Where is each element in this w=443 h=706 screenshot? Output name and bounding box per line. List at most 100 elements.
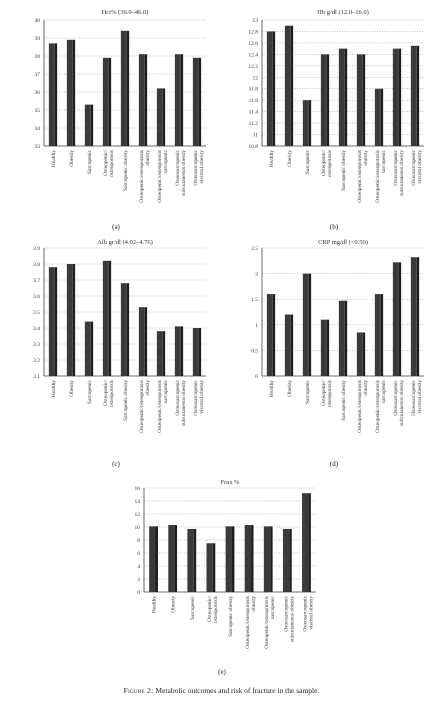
y-tick-label: 2	[255, 272, 258, 278]
bar-shade	[344, 300, 348, 376]
bar-shade	[72, 39, 76, 146]
bar	[284, 25, 291, 146]
panel-c: Alb gr/dl (4.02–4.76) 3.1 3.2 3.3 3.4 3.5 3.6 3…	[14, 236, 214, 458]
bar	[120, 30, 127, 146]
x-tick-label: Osteosarcopenicsubcutaneous obesity	[393, 379, 405, 426]
bar-shade	[193, 528, 197, 592]
bar-shade	[398, 262, 402, 376]
x-tick-label: Osteosarcopenicsubcutaneous obesity	[175, 149, 187, 196]
bar-shade	[126, 30, 130, 146]
x-tick-label: Osteosarcopenicsubcutaneous obesity	[175, 379, 187, 426]
y-tick-label: 3.1	[33, 374, 40, 380]
bar-shade	[180, 54, 184, 147]
y-tick-label: 40	[35, 18, 41, 24]
bar	[156, 331, 163, 376]
y-tick-label: 33	[35, 144, 41, 150]
y-tick-label: 39	[35, 36, 41, 42]
y-tick-label: 3.8	[33, 262, 40, 268]
x-tick-label: Osteosarcopenicsubcutaneous obesity	[393, 149, 405, 196]
x-tick-label: Osteopenic/osteoporosis	[103, 150, 115, 177]
bar-shade	[344, 48, 348, 146]
x-tick-label: Osteopenic/osteoporosissarcopenic	[375, 379, 387, 432]
bar-shade	[162, 88, 166, 146]
bar	[356, 54, 363, 147]
panel-label-d: (d)	[329, 460, 339, 468]
bar	[225, 526, 232, 592]
bar	[320, 319, 327, 376]
y-tick-label: 12.2	[248, 64, 258, 70]
bar	[302, 100, 309, 146]
bar-shade	[155, 526, 158, 592]
bar-shade	[326, 319, 330, 376]
bar-shade	[108, 260, 112, 376]
figure-caption: Figure 2: Metabolic outcomes and risk of…	[0, 686, 443, 695]
y-tick-label: 16	[135, 486, 141, 492]
bar	[374, 88, 381, 146]
y-tick-label: 13	[253, 18, 259, 24]
bar	[84, 104, 91, 146]
bar-shade	[289, 528, 292, 592]
y-tick-label: 3.5	[33, 310, 40, 316]
bar-shade	[174, 525, 178, 592]
x-tick-label: Sarcopenic	[305, 379, 311, 404]
y-tick-label: 11.8	[249, 87, 259, 93]
bar-shade	[198, 57, 202, 146]
x-tick-label: Sarcopenic obesity	[341, 380, 347, 421]
bar	[282, 528, 290, 592]
bar	[48, 267, 55, 376]
chart-title: Alb gr/dl (4.02–4.76)	[97, 239, 153, 246]
x-tick-label: Obesity	[69, 380, 75, 397]
bar-shade	[270, 526, 273, 592]
bar	[356, 332, 363, 376]
x-tick-label: Obesity	[69, 150, 75, 167]
x-tick-label: Osteopenic/osteoporosissarcopenic	[375, 149, 387, 202]
bar-shade	[362, 54, 366, 147]
x-tick-label: Healthy	[51, 380, 57, 397]
bar	[174, 326, 181, 376]
panel-label-e: (e)	[218, 668, 226, 676]
y-tick-label: 12.8	[248, 29, 258, 35]
bar	[66, 264, 73, 376]
bar	[206, 543, 213, 592]
bar	[48, 43, 55, 146]
bar	[392, 48, 399, 146]
y-tick-label: 11.4	[249, 110, 259, 116]
x-tick-label: Sarcopenic	[87, 149, 93, 174]
bar-shade	[54, 267, 58, 376]
bar-shade	[308, 100, 312, 146]
bar	[138, 54, 145, 147]
y-tick-label: 0.5	[251, 348, 258, 354]
bar	[266, 31, 273, 147]
x-tick-label: Osteopenic/osteoporosis	[207, 596, 219, 623]
chart-crp: CRP mg/dl (<0.50) 0 0.5 1 1.5 2 2.5 Healthy Obes…	[251, 239, 424, 433]
figure-caption-text: Metabolic outcomes and risk of fracture …	[155, 686, 320, 695]
bar	[187, 528, 194, 592]
x-tick-label: Healthy	[51, 150, 57, 167]
y-tick-label: 12.6	[248, 41, 258, 47]
chart-title: Hct% (36.0–46.0)	[102, 9, 149, 16]
bar-shade	[126, 283, 130, 376]
x-tick-label: Obesity	[287, 380, 293, 397]
bar-shade	[54, 43, 58, 146]
bar	[102, 57, 109, 146]
y-tick-label: 3.2	[33, 358, 40, 364]
x-tick-label: Sarcopenic	[87, 379, 93, 404]
y-tick-label: 3.6	[33, 294, 40, 300]
bar	[320, 54, 327, 147]
x-tick-label: Sarcopenic obesity	[123, 150, 129, 191]
panel-e: Frax % 0 2 4 6 8 10 12 14 16 Healthy Obesity Sarcope…	[114, 476, 324, 666]
x-tick-label: Osteosarcopenicvisceral obesity	[411, 149, 423, 185]
bar	[392, 262, 399, 376]
y-tick-label: 11	[253, 133, 259, 139]
y-tick-label: 10	[135, 525, 141, 531]
x-tick-label: Osteosarcopenicsubcutaneous obesity	[283, 595, 295, 642]
x-tick-label: Osteopenic/osteoporosis	[321, 150, 333, 177]
bar	[168, 525, 175, 592]
bar-shade	[198, 328, 202, 376]
x-tick-label: Sarcopenic obesity	[228, 596, 234, 637]
bar-shade	[212, 543, 216, 592]
bar-shade	[272, 31, 276, 147]
y-tick-label: 3.3	[33, 342, 40, 348]
bar-shade	[144, 307, 148, 376]
y-tick-label: 35	[35, 108, 41, 114]
